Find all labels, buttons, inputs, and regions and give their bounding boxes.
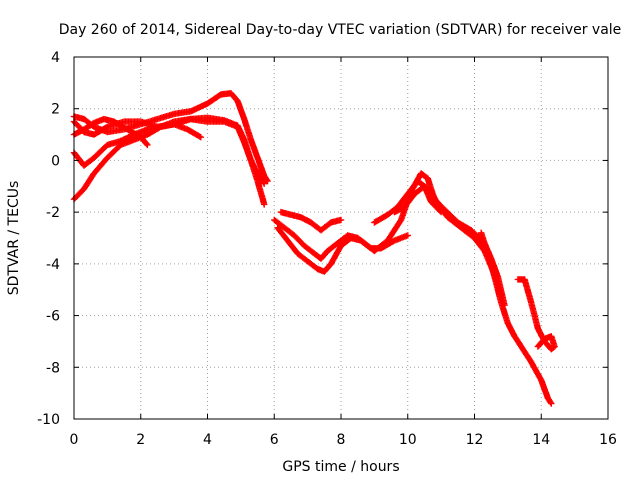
data-points <box>277 208 345 234</box>
series-track-13 <box>514 276 558 353</box>
x-tick-label: 12 <box>466 432 484 448</box>
data-points <box>371 177 445 226</box>
data-points <box>391 183 505 299</box>
axes: 0 2 4 6 8 10 12 14 16 -10 -8 -6 -4 -2 0 2 4 <box>37 50 617 448</box>
x-tick-label: 8 <box>337 432 346 448</box>
series-track-7 <box>274 224 411 275</box>
y-tick-label: -6 <box>46 309 60 325</box>
series-track-10 <box>391 183 505 299</box>
x-tick-label: 4 <box>203 432 212 448</box>
y-tick-label: 0 <box>51 153 60 169</box>
series-track-11 <box>371 177 445 226</box>
series-track-9 <box>371 170 508 309</box>
data-points <box>371 170 508 309</box>
data-points <box>478 229 555 407</box>
y-tick-label: 2 <box>51 102 60 118</box>
x-tick-label: 2 <box>136 432 145 448</box>
series-track-12 <box>478 229 555 407</box>
series-track-8 <box>277 208 345 234</box>
y-tick-label: -10 <box>37 412 60 428</box>
y-tick-label: 4 <box>51 50 60 66</box>
x-axis-label: GPS time / hours <box>282 459 399 475</box>
y-tick-label: -4 <box>46 257 60 273</box>
y-tick-label: -2 <box>46 205 60 221</box>
y-axis-label: SDTVAR / TECUs <box>6 181 22 296</box>
x-tick-label: 14 <box>532 432 550 448</box>
y-tick-label: -8 <box>46 360 60 376</box>
x-tick-label: 10 <box>399 432 417 448</box>
x-tick-label: 16 <box>599 432 617 448</box>
data-points <box>514 276 558 353</box>
data-points <box>274 224 411 275</box>
x-tick-label: 0 <box>70 432 79 448</box>
chart-title: Day 260 of 2014, Sidereal Day-to-day VTE… <box>59 22 622 38</box>
x-tick-label: 6 <box>270 432 279 448</box>
data-series <box>70 90 558 407</box>
